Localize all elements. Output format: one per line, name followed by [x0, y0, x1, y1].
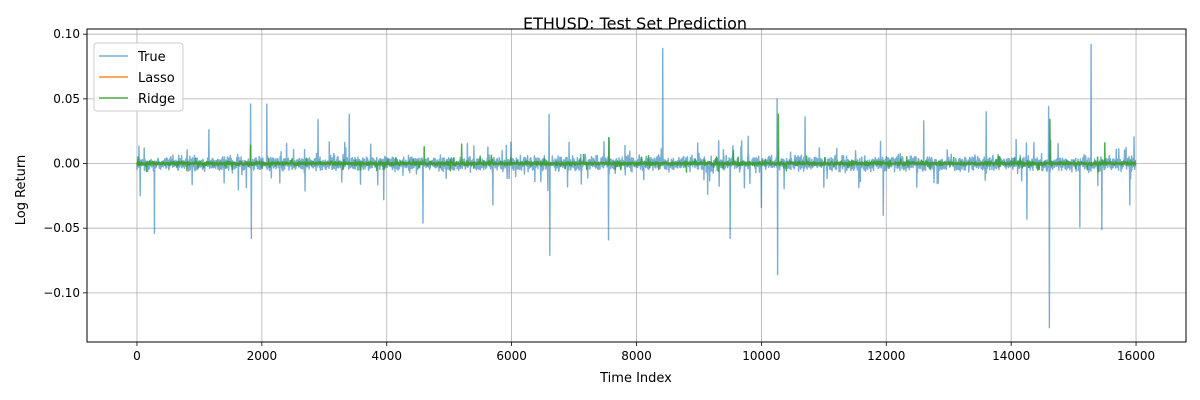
x-tick-label: 0 — [133, 349, 141, 363]
y-tick-label: 0.10 — [53, 27, 80, 41]
legend-label-ridge: Ridge — [138, 92, 175, 107]
x-axis-label: Time Index — [599, 371, 672, 386]
x-tick-label: 12000 — [867, 349, 905, 363]
series-layer — [136, 43, 1137, 329]
x-tick-label: 2000 — [247, 349, 278, 363]
legend-label-lasso: Lasso — [138, 71, 175, 86]
y-tick-label: −0.10 — [43, 286, 80, 300]
x-tick-label: 14000 — [992, 349, 1030, 363]
y-tick-label: −0.05 — [43, 221, 80, 235]
legend: True Lasso Ridge — [93, 42, 184, 112]
y-tick-label: 0.00 — [53, 157, 80, 171]
chart-title: ETHUSD: Test Set Prediction — [523, 14, 747, 33]
legend-box — [93, 42, 184, 112]
x-tick-label: 4000 — [371, 349, 402, 363]
plot-frame — [86, 28, 1187, 343]
tick-layer: 0 2000 4000 6000 8000 10000 12000 14000 16000 0.1… — [43, 27, 1155, 363]
x-tick-label: 8000 — [621, 349, 652, 363]
y-tick-label: 0.05 — [53, 92, 80, 106]
series-line-ridge — [136, 113, 1137, 173]
x-tick-label: 16000 — [1117, 349, 1155, 363]
y-axis-label: Log Return — [14, 155, 29, 226]
legend-label-true: True — [137, 50, 166, 65]
x-tick-label: 10000 — [742, 349, 780, 363]
grid-layer — [87, 29, 1186, 342]
x-tick-label: 6000 — [496, 349, 527, 363]
